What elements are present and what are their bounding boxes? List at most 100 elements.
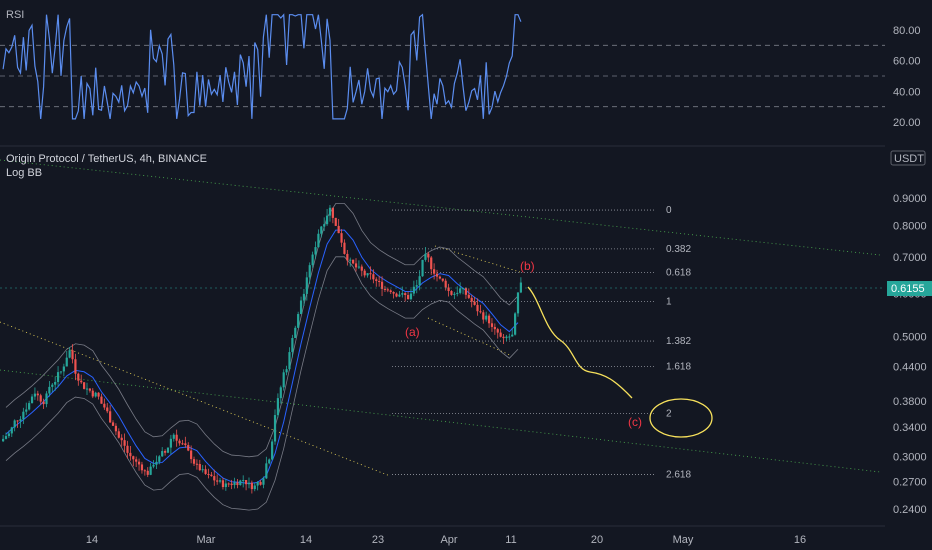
wave-label: (c) — [628, 415, 642, 429]
candle-body — [427, 254, 429, 258]
candle-body — [332, 208, 334, 218]
fib-label: 2 — [666, 409, 672, 420]
candle-body — [283, 372, 285, 387]
candle-body — [352, 260, 354, 264]
candle-body — [401, 293, 403, 294]
candle-body — [144, 470, 146, 471]
candle-body — [14, 420, 16, 427]
candle-body — [97, 393, 99, 397]
candle-body — [239, 481, 241, 486]
target-circle — [650, 399, 712, 437]
candle-body — [138, 462, 140, 465]
candle-body — [274, 415, 276, 441]
candle-body — [109, 411, 111, 422]
fib-label: 0.618 — [666, 267, 691, 278]
candle-body — [361, 267, 363, 271]
indicator-label: Log BB — [6, 167, 42, 179]
candle-body — [349, 260, 351, 261]
candle-body — [242, 480, 244, 481]
rsi-tick: 40.00 — [893, 86, 921, 98]
candle-body — [285, 369, 287, 372]
candle-body — [141, 464, 143, 470]
candle-body — [369, 273, 371, 274]
candle-body — [340, 233, 342, 243]
time-axis: 14 Mar 14 23 Apr 11 20 May 16 — [86, 534, 806, 546]
candle-body — [164, 451, 166, 453]
candle-body — [16, 420, 18, 421]
candle-body — [520, 283, 522, 293]
candle-body — [500, 333, 502, 337]
candle-body — [314, 247, 316, 254]
candle-body — [343, 243, 345, 254]
bb-basis — [6, 230, 518, 483]
candle-body — [80, 381, 82, 383]
candle-body — [430, 257, 432, 269]
candle-body — [442, 279, 444, 281]
candle-body — [288, 352, 290, 369]
candle-body — [178, 441, 180, 444]
candle-body — [103, 404, 105, 408]
fib-label: 1.618 — [666, 361, 691, 372]
candle-body — [378, 281, 380, 282]
candle-body — [196, 464, 198, 465]
candle-body — [479, 311, 481, 312]
price-tick: 0.3400 — [893, 422, 927, 434]
price-tick: 0.9000 — [893, 193, 927, 205]
candle-body — [22, 412, 24, 420]
candle-body — [502, 337, 504, 338]
candle-body — [147, 471, 149, 475]
candle-body — [48, 387, 50, 394]
candle-body — [494, 327, 496, 329]
candle-body — [219, 480, 221, 481]
time-tick: 14 — [86, 534, 98, 546]
rsi-levels — [0, 45, 885, 106]
candle-body — [57, 372, 59, 382]
candle-body — [190, 451, 192, 460]
candle-body — [5, 436, 7, 439]
candle-body — [158, 456, 160, 461]
candle-body — [231, 484, 233, 485]
last-price-label: 0.6155 — [891, 283, 925, 295]
candle-body — [372, 274, 374, 279]
fib-label: 0 — [666, 205, 672, 216]
candle-body — [491, 323, 493, 327]
candle-body — [355, 263, 357, 267]
candle-body — [34, 394, 36, 397]
candle-body — [161, 451, 163, 456]
candle-body — [462, 288, 464, 289]
candle-body — [407, 295, 409, 299]
candle-body — [222, 480, 224, 487]
candle-body — [66, 358, 68, 367]
candle-body — [465, 288, 467, 295]
candle-body — [112, 422, 114, 425]
candle-body — [476, 305, 478, 311]
fib-label: 1.382 — [666, 336, 691, 347]
candle-body — [482, 312, 484, 319]
candle-body — [511, 335, 513, 337]
candle-body — [187, 445, 189, 450]
candle-body — [135, 459, 137, 461]
wave-label: (b) — [520, 259, 535, 273]
currency-label: USDT — [894, 153, 924, 165]
candle-body — [193, 459, 195, 464]
rsi-label: RSI — [6, 9, 24, 21]
candle-body — [300, 300, 302, 314]
projection-path — [528, 287, 632, 398]
candle-body — [207, 474, 209, 475]
bollinger-bands — [6, 204, 518, 511]
candle-body — [202, 469, 204, 470]
candle-body — [228, 483, 230, 484]
candle-body — [317, 234, 319, 247]
price-tick: 0.4400 — [893, 361, 927, 373]
candle-body — [257, 482, 259, 486]
candle-body — [40, 395, 42, 401]
time-tick: 16 — [794, 534, 806, 546]
candle-body — [410, 294, 412, 300]
candle-body — [19, 419, 21, 421]
time-tick: Mar — [197, 534, 216, 546]
candle-body — [74, 359, 76, 374]
rsi-tick: 20.00 — [893, 117, 921, 129]
candle-body — [517, 292, 519, 313]
time-tick: Apr — [440, 534, 457, 546]
